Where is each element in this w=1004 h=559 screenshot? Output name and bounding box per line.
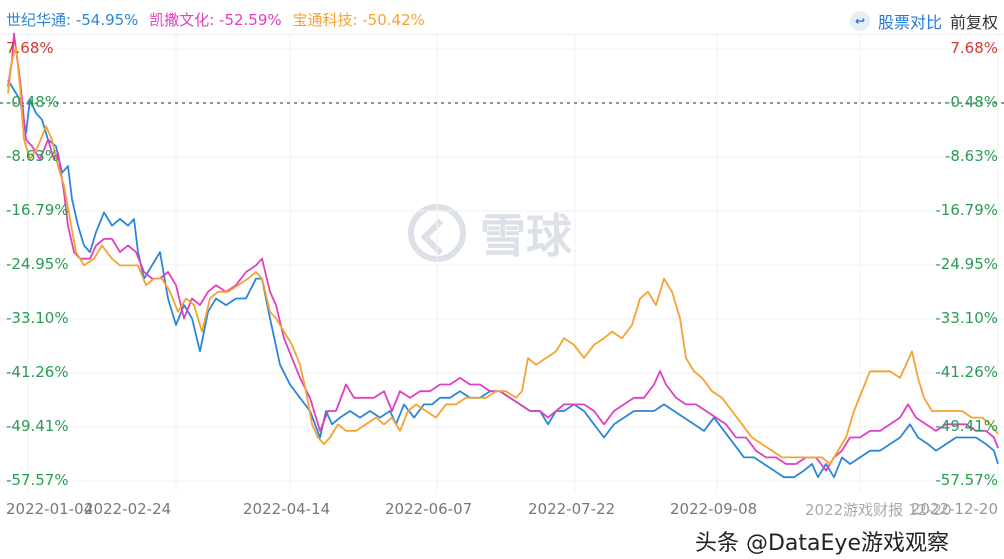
y-tick-right: -41.26% — [935, 363, 998, 382]
y-tick-right: -16.79% — [935, 201, 998, 219]
y-tick-right: -24.95% — [935, 255, 998, 274]
x-tick: 2022-12-20 — [910, 500, 998, 518]
y-tick-left: -16.79% — [6, 201, 69, 219]
legend-item-kaisawenhua[interactable]: 凯撒文化: -52.59% — [149, 11, 282, 29]
legend: 世纪华通: -54.95% 凯撒文化: -52.59% 宝通科技: -50.42… — [6, 9, 431, 30]
y-tick-left: -8.63% — [6, 146, 60, 165]
y-tick-right: -49.41% — [935, 416, 998, 435]
stock-compare-button[interactable]: 股票对比 — [877, 13, 942, 32]
watermark-source: 2022游戏财报 12-20 — [805, 501, 952, 519]
x-tick: 2022-07-22 — [528, 500, 616, 518]
series-line-2[interactable] — [7, 46, 999, 465]
y-tick-left: -57.57% — [6, 471, 69, 489]
series-line-1[interactable] — [7, 32, 999, 472]
legend-item-baotongkeji[interactable]: 宝通科技: -50.42% — [292, 11, 425, 29]
y-tick-left: -0.48% — [6, 93, 60, 112]
x-tick: 2022-04-14 — [243, 500, 331, 518]
xueqiu-watermark: 雪球 — [408, 200, 572, 266]
y-tick-right: -0.48% — [944, 93, 998, 112]
y-tick-left: -33.10% — [6, 308, 69, 327]
undo-icon[interactable]: ↩ — [849, 11, 870, 31]
x-tick: 2022-06-07 — [385, 500, 473, 518]
y-tick-left: 7.68% — [6, 39, 54, 57]
x-tick: 2022-02-24 — [84, 500, 172, 518]
y-tick-left: -24.95% — [6, 255, 69, 274]
y-tick-left: -49.41% — [6, 416, 69, 435]
author-credit: 头条 @DataEye游戏观察 — [695, 531, 949, 556]
chart-controls: ↩ 股票对比 前复权 — [849, 9, 998, 33]
y-tick-right: -8.63% — [944, 146, 998, 165]
y-tick-right: 7.68% — [950, 39, 998, 57]
y-tick-right: -57.57% — [935, 471, 998, 489]
x-tick: 2022-09-08 — [670, 500, 758, 518]
watermark-text: 雪球 — [480, 209, 572, 263]
y-tick-right: -33.10% — [935, 308, 998, 327]
legend-item-shijihuatong[interactable]: 世纪华通: -54.95% — [6, 11, 139, 29]
header-divider — [0, 34, 1004, 35]
series-line-0[interactable] — [7, 79, 999, 479]
forward-adjust-toggle[interactable]: 前复权 — [949, 13, 998, 32]
x-tick: 2022-01-04 — [6, 500, 94, 518]
y-tick-left: -41.26% — [6, 363, 69, 382]
